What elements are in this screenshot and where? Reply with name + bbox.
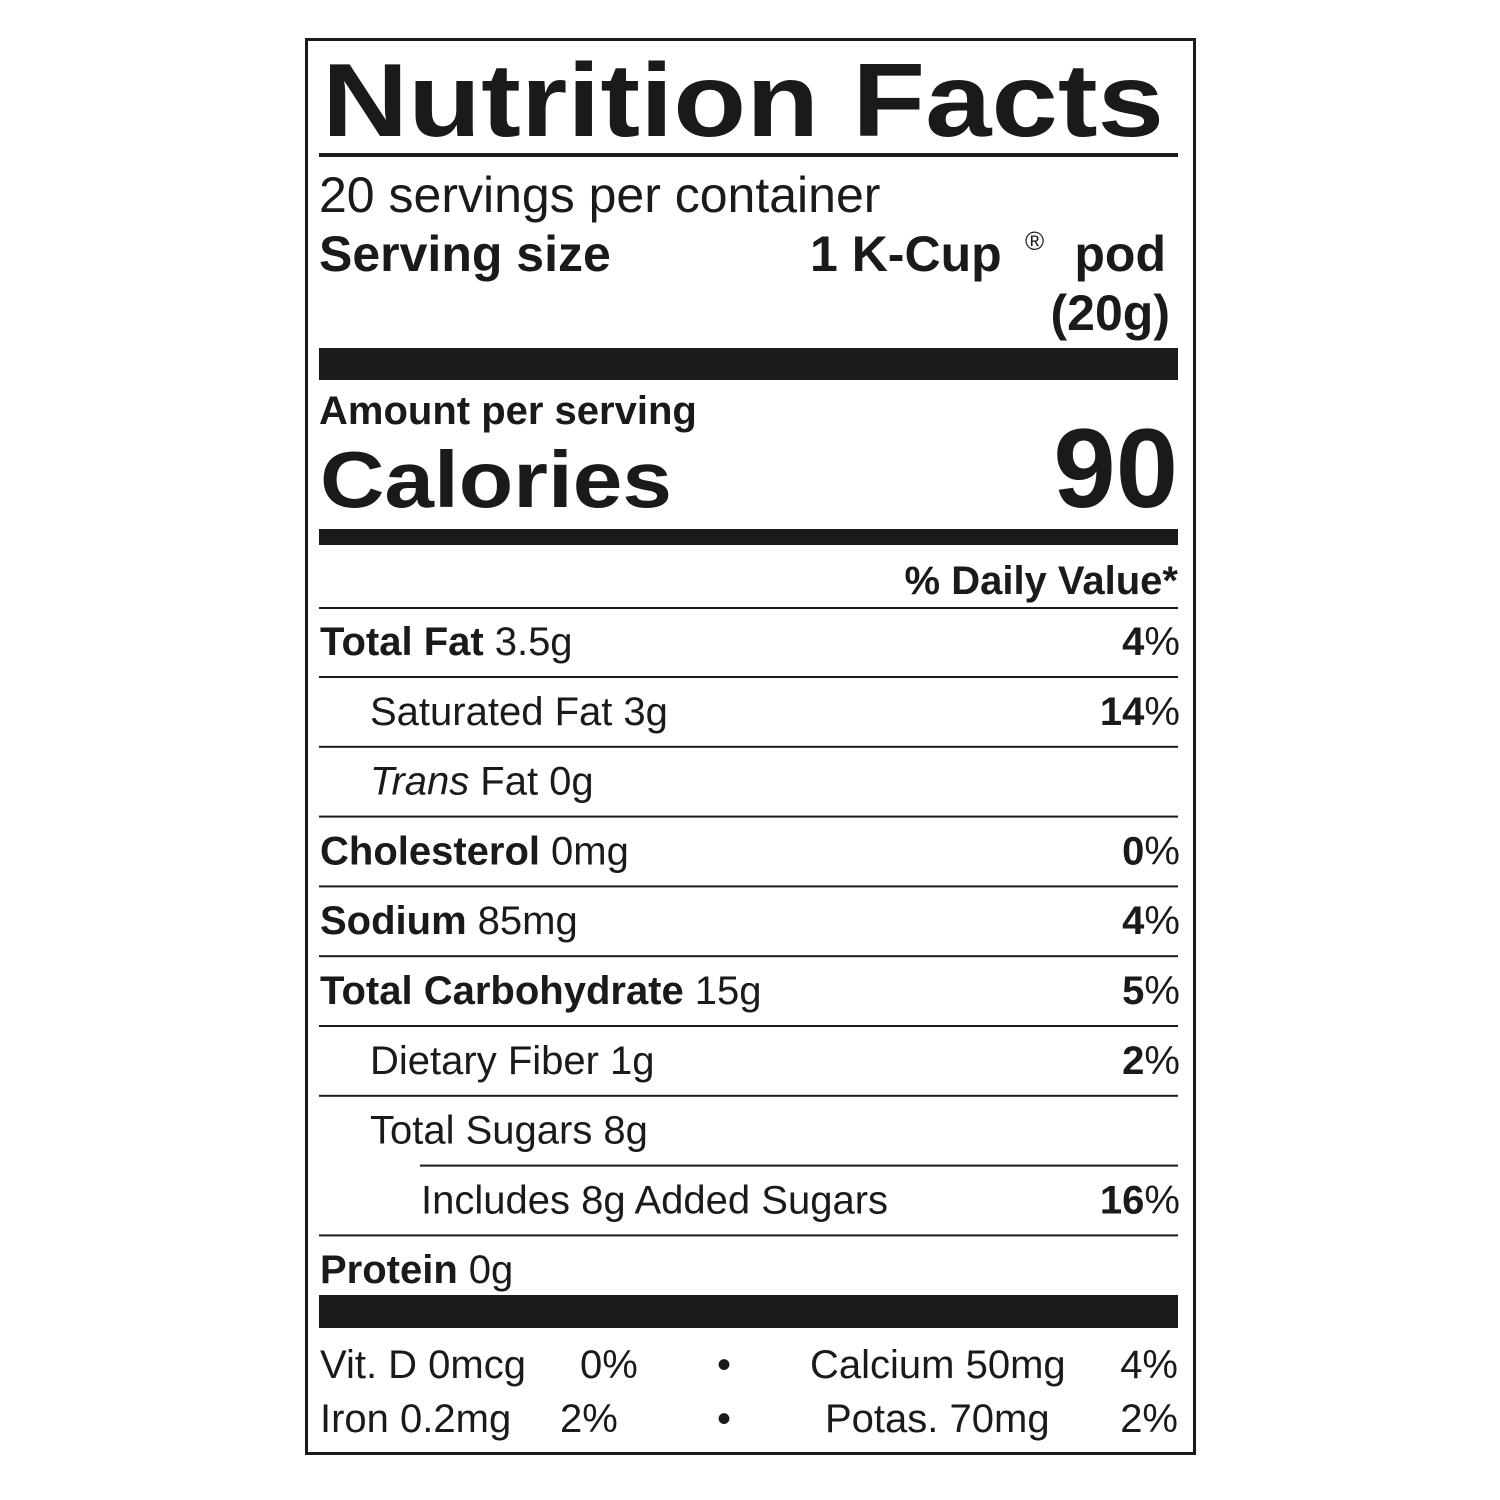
nutrient-amount: 3g [623, 690, 668, 734]
nutrient-row: Total Carbohydrate 15g [320, 969, 762, 1013]
daily-value: 4% [1122, 620, 1180, 664]
daily-value-number: 4 [1122, 620, 1145, 664]
rule [319, 676, 1178, 678]
nutrient-row: Protein 0g [320, 1248, 513, 1292]
nutrient-row: Trans Fat 0g [370, 760, 594, 804]
nutrient-name: Total Fat [320, 620, 484, 664]
medium-bar [319, 529, 1178, 545]
rule [319, 955, 1178, 958]
separator: • [717, 1397, 731, 1441]
nutrient-row: Dietary Fiber 1g [370, 1039, 654, 1083]
daily-value-unit: % [1144, 690, 1180, 734]
nutrient-name: Sodium [320, 899, 467, 943]
daily-value-unit: % [1144, 899, 1180, 943]
nutrient-name: Dietary Fiber [370, 1039, 599, 1083]
registered-mark: ® [1025, 226, 1044, 256]
nutrient-row: Total Sugars 8g [370, 1109, 648, 1153]
daily-value-number: 0 [1122, 829, 1144, 873]
title: Nutrition Facts [322, 43, 1164, 159]
daily-value-unit: % [1144, 829, 1180, 873]
micronutrient-dv: 0% [580, 1343, 638, 1387]
calories-label: Calories [320, 435, 672, 524]
micronutrient-dv: 4% [1120, 1343, 1178, 1387]
daily-value-unit: % [1144, 1039, 1180, 1083]
thick-bar [319, 348, 1178, 380]
daily-value: 16% [1100, 1178, 1180, 1222]
nutrient-amount: 3.5g [495, 620, 573, 664]
rule [319, 607, 1178, 609]
daily-value-number: 5 [1122, 969, 1144, 1013]
rule [319, 885, 1178, 888]
rule [420, 1164, 1178, 1167]
nutrient-name: Total Carbohydrate [320, 969, 684, 1013]
daily-value-unit: % [1144, 1178, 1180, 1222]
nutrient-name: Saturated Fat [370, 690, 612, 734]
rule [319, 745, 1178, 748]
nutrient-amount: 15g [695, 969, 762, 1013]
rule [319, 153, 1178, 157]
serving-size-unit: pod [1074, 226, 1166, 282]
nutrient-amount: 0g [469, 1248, 514, 1292]
daily-value: 14% [1100, 690, 1180, 734]
rule [319, 815, 1178, 818]
thick-bar [319, 1295, 1178, 1328]
micronutrient-name: Vit. D 0mcg [320, 1343, 526, 1387]
serving-size-weight: (20g) [1051, 285, 1170, 341]
daily-value-number: 2 [1122, 1039, 1144, 1083]
daily-value-number: 14 [1100, 690, 1145, 734]
nutrient-name: Cholesterol [320, 829, 540, 873]
amount-per-serving: Amount per serving [319, 389, 697, 433]
daily-value-header: % Daily Value* [905, 559, 1179, 603]
nutrient-name: Total Sugars [370, 1109, 592, 1153]
separator: • [717, 1343, 731, 1387]
nutrient-amount: 0g [549, 760, 594, 804]
nutrient-row: Sodium 85mg [320, 899, 578, 943]
nutrient-amount: 8g [603, 1109, 648, 1153]
daily-value-number: 4 [1122, 899, 1145, 943]
nutrient-row: Total Fat 3.5g [320, 620, 573, 664]
daily-value-unit: % [1144, 969, 1180, 1013]
calories-value: 90 [1053, 406, 1178, 531]
servings: 20 servings per container [319, 167, 880, 223]
nutrient-amount: 1g [610, 1039, 655, 1083]
label-border [305, 38, 1196, 1455]
nutrient-amount: 85mg [478, 899, 578, 943]
daily-value: 4% [1122, 899, 1180, 943]
daily-value: 0% [1122, 829, 1180, 873]
micronutrient-dv: 2% [560, 1397, 618, 1441]
daily-value-unit: % [1144, 620, 1180, 664]
nutrient-name: Protein [320, 1248, 458, 1292]
micronutrient-name: Potas. 70mg [825, 1397, 1050, 1441]
nutrient-amount: 0mg [551, 829, 629, 873]
rule [319, 1025, 1178, 1027]
serving-size-label: Serving size [319, 226, 611, 282]
micronutrient-dv: 2% [1120, 1397, 1178, 1441]
nutrient-row: Includes 8g Added Sugars [421, 1178, 888, 1222]
micronutrient-name: Calcium 50mg [810, 1343, 1066, 1387]
micronutrient-name: Iron 0.2mg [320, 1397, 511, 1441]
daily-value: 2% [1122, 1039, 1180, 1083]
daily-value-number: 16 [1100, 1178, 1145, 1222]
nutrient-row: Cholesterol 0mg [320, 829, 629, 873]
daily-value: 5% [1122, 969, 1180, 1013]
nutrient-row: Saturated Fat 3g [370, 690, 668, 734]
nutrient-name: Includes 8g Added Sugars [421, 1178, 888, 1222]
rule [319, 1094, 1178, 1097]
nutrient-name: Fat [480, 760, 538, 804]
serving-size-value: 1 K-Cup [810, 226, 1002, 282]
rule [319, 1234, 1178, 1237]
nutrient-prefix: Trans [370, 760, 469, 804]
